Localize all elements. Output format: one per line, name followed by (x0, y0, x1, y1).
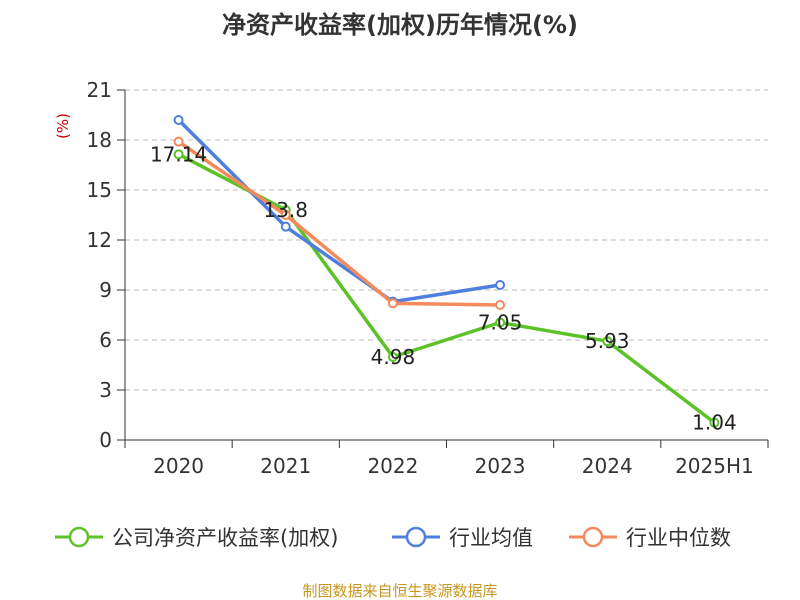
legend-marker (405, 526, 427, 548)
legend-item-2[interactable]: 行业中位数 (569, 526, 731, 550)
series-line-2 (177, 140, 501, 307)
series-line-1 (177, 118, 501, 304)
data-point (387, 352, 398, 362)
x-tick-label-2020: 2020 (153, 454, 204, 478)
data-label: 7.05 (478, 311, 523, 335)
data-point (280, 210, 291, 220)
data-point (387, 298, 398, 309)
y-tick-label: 9 (99, 278, 112, 302)
legend[interactable]: 公司净资产收益率(加权) 行业均值 行业中位数 (55, 526, 731, 550)
legend-label: 行业中位数 (626, 526, 731, 550)
data-labels: 17.14 13.8 4.98 7.05 5.93 1.04 (150, 142, 737, 434)
legend-item-1[interactable]: 行业均值 (392, 526, 533, 550)
legend-marker (582, 526, 604, 548)
x-tick-label-2025H1: 2025H1 (675, 454, 754, 478)
data-point (495, 280, 506, 290)
y-tick-label: 12 (87, 228, 112, 252)
data-point (602, 336, 613, 347)
y-tick-label: 6 (99, 328, 112, 352)
data-point (280, 221, 291, 232)
x-tick-label-2023: 2023 (475, 454, 526, 478)
legend-label: 行业均值 (449, 526, 533, 550)
data-point (495, 317, 506, 328)
legend-marker (68, 526, 90, 548)
data-point (173, 136, 184, 147)
y-tick-label: 3 (99, 378, 112, 402)
axes: 0 3 6 9 12 15 18 21 2020 2021 2022 2023 2024 2025H1 (87, 78, 769, 478)
data-label: 1.04 (692, 411, 737, 435)
data-point (173, 115, 184, 125)
data-point (173, 149, 184, 160)
chart-title: 净资产收益率(加权)历年情况(%) (222, 11, 578, 39)
source-note: 制图数据来自恒生聚源数据库 (302, 582, 497, 600)
x-tick-label-2022: 2022 (367, 454, 418, 478)
y-axis-label: (%) (54, 113, 72, 139)
x-tick-label-2024: 2024 (582, 454, 633, 478)
grid (125, 89, 768, 391)
data-label: 13.8 (263, 198, 308, 222)
y-tick-label: 15 (87, 178, 112, 202)
data-label: 4.98 (371, 345, 416, 369)
data-label: 5.93 (585, 329, 630, 353)
y-tick-label: 18 (87, 128, 112, 152)
data-label: 17.14 (150, 142, 207, 166)
data-point (495, 300, 506, 310)
data-point (709, 417, 720, 428)
series-layer (173, 115, 720, 428)
legend-item-0[interactable]: 公司净资产收益率(加权) (55, 526, 338, 550)
x-tick-label-2021: 2021 (260, 454, 311, 478)
y-tick-label: 21 (87, 78, 112, 102)
legend-label: 公司净资产收益率(加权) (112, 526, 338, 550)
y-tick-label: 0 (99, 428, 112, 452)
